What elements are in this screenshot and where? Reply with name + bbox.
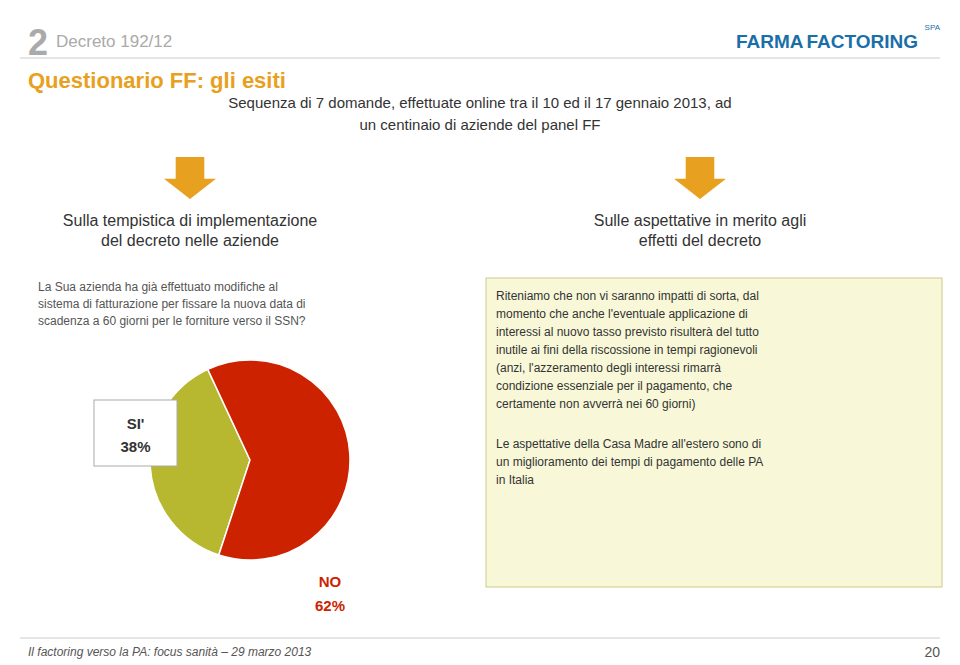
text-line: certamente non avverrà nei 60 giorni) (496, 397, 695, 411)
text-line: sistema di fatturazione per fissare la n… (38, 297, 305, 311)
text-line: NO (319, 573, 342, 590)
category-label: NO (319, 573, 342, 590)
text-line: 20 (924, 644, 940, 660)
subtitle: Sequenza di 7 domande, effettuate online… (228, 94, 731, 133)
text-line: (anzi, l'azzeramento degli interessi rim… (496, 361, 721, 375)
text-line: La Sua azienda ha già effettuato modific… (38, 280, 278, 294)
text-line: Decreto 192/12 (56, 32, 172, 51)
text-line: del decreto nelle aziende (101, 232, 279, 249)
section-title: Sulle aspettative in merito agli effetti … (594, 212, 807, 249)
down-arrow (674, 157, 726, 199)
label-box (94, 400, 177, 466)
text-line: condizione essenziale per il pagamento, … (496, 379, 732, 393)
text-line: 62% (315, 597, 345, 614)
text-line: Questionario FF: gli esiti (28, 68, 286, 93)
text-line: SI' (127, 415, 145, 432)
text-line: un centinaio di aziende del panel FF (360, 116, 601, 133)
text-line: interessi al nuovo tasso previsto risult… (496, 325, 759, 339)
text-line: FARMA (736, 31, 804, 52)
text-line: Il factoring verso la PA: focus sanità –… (28, 645, 312, 659)
data-label: 62% (315, 597, 345, 614)
survey-question: La Sua azienda ha già effettuato modific… (38, 280, 306, 328)
text-line: FACTORING (806, 31, 918, 52)
comment-text: Riteniamo che non vi saranno impatti di … (496, 289, 759, 411)
text-line: in Italia (496, 473, 534, 487)
text-line: inutile ai fini della riscossione in tem… (496, 343, 757, 357)
text-line: un miglioramento dei tempi di pagamento … (496, 455, 763, 469)
slide: 2 Decreto 192/12 FACTORINGFARMA SPA Question… (0, 0, 960, 665)
text-line: Riteniamo che non vi saranno impatti di … (496, 289, 759, 303)
text-line: scadenza a 60 giorni per le forniture ve… (38, 314, 306, 328)
text-line: Sequenza di 7 domande, effettuate online… (228, 94, 731, 111)
decree-label: Decreto 192/12 (56, 32, 172, 51)
footer-text: Il factoring verso la PA: focus sanità –… (28, 645, 312, 659)
logo-text: FARMA (736, 31, 804, 52)
header-rule (20, 58, 940, 59)
page-number-large: 2 (28, 22, 48, 63)
text-line: effetti del decreto (639, 232, 762, 249)
text-line: Sulla tempistica di implementazione (63, 212, 317, 229)
text-line: SPA (925, 23, 941, 32)
text-line: Sulle aspettative in merito agli (594, 212, 807, 229)
section-title: Sulla tempistica di implementazione del d… (63, 212, 317, 249)
comment-text: Le aspettative della Casa Madre all'este… (496, 437, 763, 487)
text-line: momento che anche l'eventuale applicazio… (496, 307, 748, 321)
comment-box (486, 278, 942, 587)
pie-slice (208, 360, 350, 560)
title: Questionario FF: gli esiti (28, 68, 286, 93)
footer-rule (20, 638, 940, 639)
background (0, 0, 960, 665)
logo-suffix: SPA (925, 23, 941, 32)
down-arrow (164, 157, 216, 199)
pie (150, 360, 350, 560)
data-label: 38% (120, 438, 150, 455)
text-line: 38% (120, 438, 150, 455)
text-line: Le aspettative della Casa Madre all'este… (496, 437, 761, 451)
page-number: 20 (924, 644, 940, 660)
category-label: SI' (127, 415, 145, 432)
text-line: 2 (28, 22, 48, 63)
logo-text: FACTORING (806, 31, 918, 52)
